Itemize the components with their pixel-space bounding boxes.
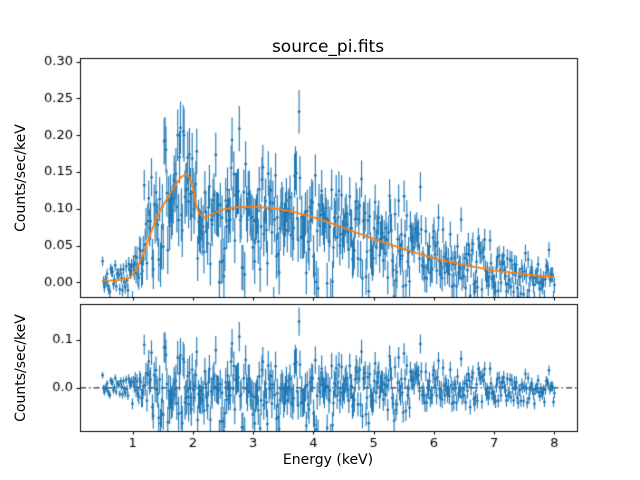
- chart-title: source_pi.fits: [271, 37, 385, 57]
- y-axis-label-residuals: Counts/sec/keV: [13, 314, 29, 422]
- x-axis-label: Energy (keV): [282, 452, 374, 468]
- y-axis-label-spectrum: Counts/sec/keV: [13, 124, 29, 232]
